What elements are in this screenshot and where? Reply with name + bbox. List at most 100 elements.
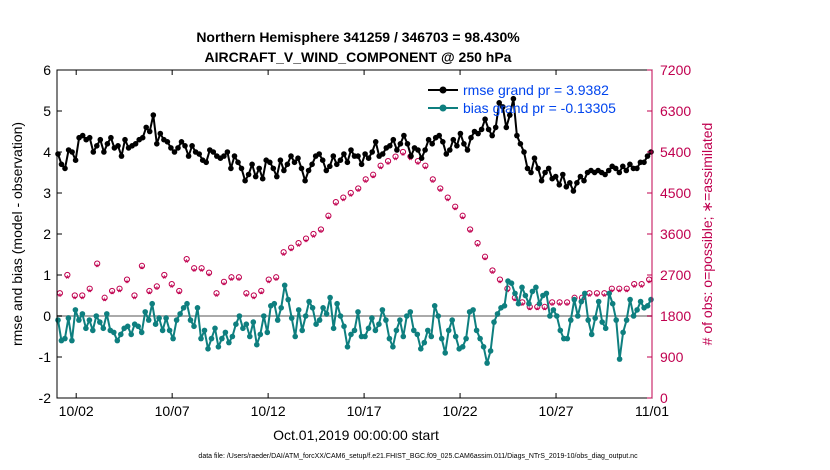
obs-possible-point xyxy=(340,194,347,201)
rmse-point xyxy=(560,171,566,178)
rmse-point xyxy=(259,175,266,182)
bias-point xyxy=(564,335,571,342)
rmse-point xyxy=(79,132,86,139)
bias-point xyxy=(379,307,386,313)
legend-rmse-label: rmse grand pr = 3.9382 xyxy=(463,82,609,98)
obs-assimilated-point: * xyxy=(565,301,570,313)
rmse-point xyxy=(344,159,351,166)
bias-point xyxy=(320,305,326,311)
obs-possible-point xyxy=(399,148,407,156)
rmse-point xyxy=(221,153,227,159)
obs-assimilated-point: * xyxy=(334,200,339,212)
obs-possible-point xyxy=(414,158,421,165)
bias-point xyxy=(554,313,560,319)
obs-possible-point xyxy=(593,290,601,297)
rmse-point xyxy=(305,167,312,174)
obs-assimilated-point: * xyxy=(147,289,152,301)
bias-point xyxy=(592,315,598,321)
rmse-point xyxy=(574,180,580,186)
bias-point xyxy=(215,344,222,350)
bias-point xyxy=(79,311,86,317)
rmse-point xyxy=(337,157,344,163)
rmse-point xyxy=(436,132,443,139)
obs-possible-point xyxy=(429,176,436,183)
bias-point xyxy=(508,280,515,287)
obs-possible-point xyxy=(101,294,108,301)
bias-point xyxy=(334,300,340,307)
obs-assimilated-point: * xyxy=(259,289,264,301)
rmse-point xyxy=(270,165,277,172)
obs-assimilated-point: * xyxy=(461,214,466,226)
rmse-point xyxy=(358,161,365,168)
rmse-point xyxy=(150,112,157,118)
bias-point xyxy=(219,335,225,342)
obs-assimilated-point: * xyxy=(80,294,85,306)
bias-point xyxy=(449,317,456,323)
rmse-point xyxy=(196,151,202,157)
rmse-point xyxy=(475,130,481,137)
obs-assimilated-point: * xyxy=(155,285,160,297)
obs-assimilated-point: * xyxy=(192,266,197,278)
obs-possible-point xyxy=(377,162,384,169)
rmse-point xyxy=(489,132,496,139)
bias-point xyxy=(637,298,644,305)
rmse-point xyxy=(302,177,308,184)
obs-assimilated-point: * xyxy=(557,301,562,313)
rmse-point xyxy=(496,100,503,106)
bias-point xyxy=(418,346,424,352)
obs-assimilated-point: * xyxy=(386,159,391,171)
obs-possible-point xyxy=(549,299,556,306)
obs-assimilated-point: * xyxy=(125,278,130,290)
bias-point xyxy=(431,303,438,309)
rmse-point xyxy=(404,141,411,147)
bias-point xyxy=(72,307,79,313)
bias-point xyxy=(463,335,469,342)
bias-point xyxy=(383,317,389,323)
rmse-point xyxy=(517,141,524,147)
obs-possible-point xyxy=(273,274,280,281)
rmse-point xyxy=(401,132,407,139)
bias-point xyxy=(501,303,508,309)
bias-point xyxy=(145,317,152,323)
obs-assimilated-point: * xyxy=(543,305,548,317)
bias-point xyxy=(208,335,215,342)
bias-point xyxy=(243,321,250,328)
obs-assimilated-point: * xyxy=(446,196,451,208)
obs-assimilated-point: * xyxy=(229,276,234,288)
bias-point xyxy=(156,315,162,321)
bias-point xyxy=(118,331,124,338)
legend-bias-marker xyxy=(439,104,447,112)
rmse-point xyxy=(521,149,527,155)
rmse-point xyxy=(485,126,492,133)
y-right-tick-label: 900 xyxy=(660,349,684,365)
obs-possible-point xyxy=(220,278,228,285)
obs-possible-point xyxy=(362,176,369,183)
rmse-point xyxy=(295,155,301,161)
bias-point xyxy=(142,309,148,315)
obs-assimilated-point: * xyxy=(550,301,555,313)
rmse-point xyxy=(503,124,510,131)
y-left-tick-label: 2 xyxy=(43,226,51,242)
x-tick-label: 10/07 xyxy=(155,403,190,419)
obs-possible-point xyxy=(64,271,71,279)
obs-possible-point xyxy=(437,185,444,192)
rmse-point xyxy=(365,155,372,161)
obs-possible-point xyxy=(265,276,272,283)
obs-possible-point xyxy=(243,290,250,297)
bias-point xyxy=(522,292,529,299)
rmse-point xyxy=(454,143,460,149)
obs-assimilated-point: * xyxy=(140,264,145,276)
rmse-point xyxy=(108,134,114,141)
rmse-point xyxy=(249,161,255,168)
bias-point xyxy=(257,331,264,338)
x-tick-label: 10/12 xyxy=(251,403,286,419)
rmse-point xyxy=(146,128,153,135)
bias-point xyxy=(281,282,288,289)
rmse-point xyxy=(577,173,584,180)
obs-assimilated-point: * xyxy=(408,155,413,167)
plot-area xyxy=(57,70,652,398)
chart-title-line1: Northern Hemisphere 341259 / 346703 = 98… xyxy=(196,29,520,45)
rmse-point xyxy=(284,161,291,168)
bias-point xyxy=(376,321,382,328)
bias-point xyxy=(425,327,431,334)
